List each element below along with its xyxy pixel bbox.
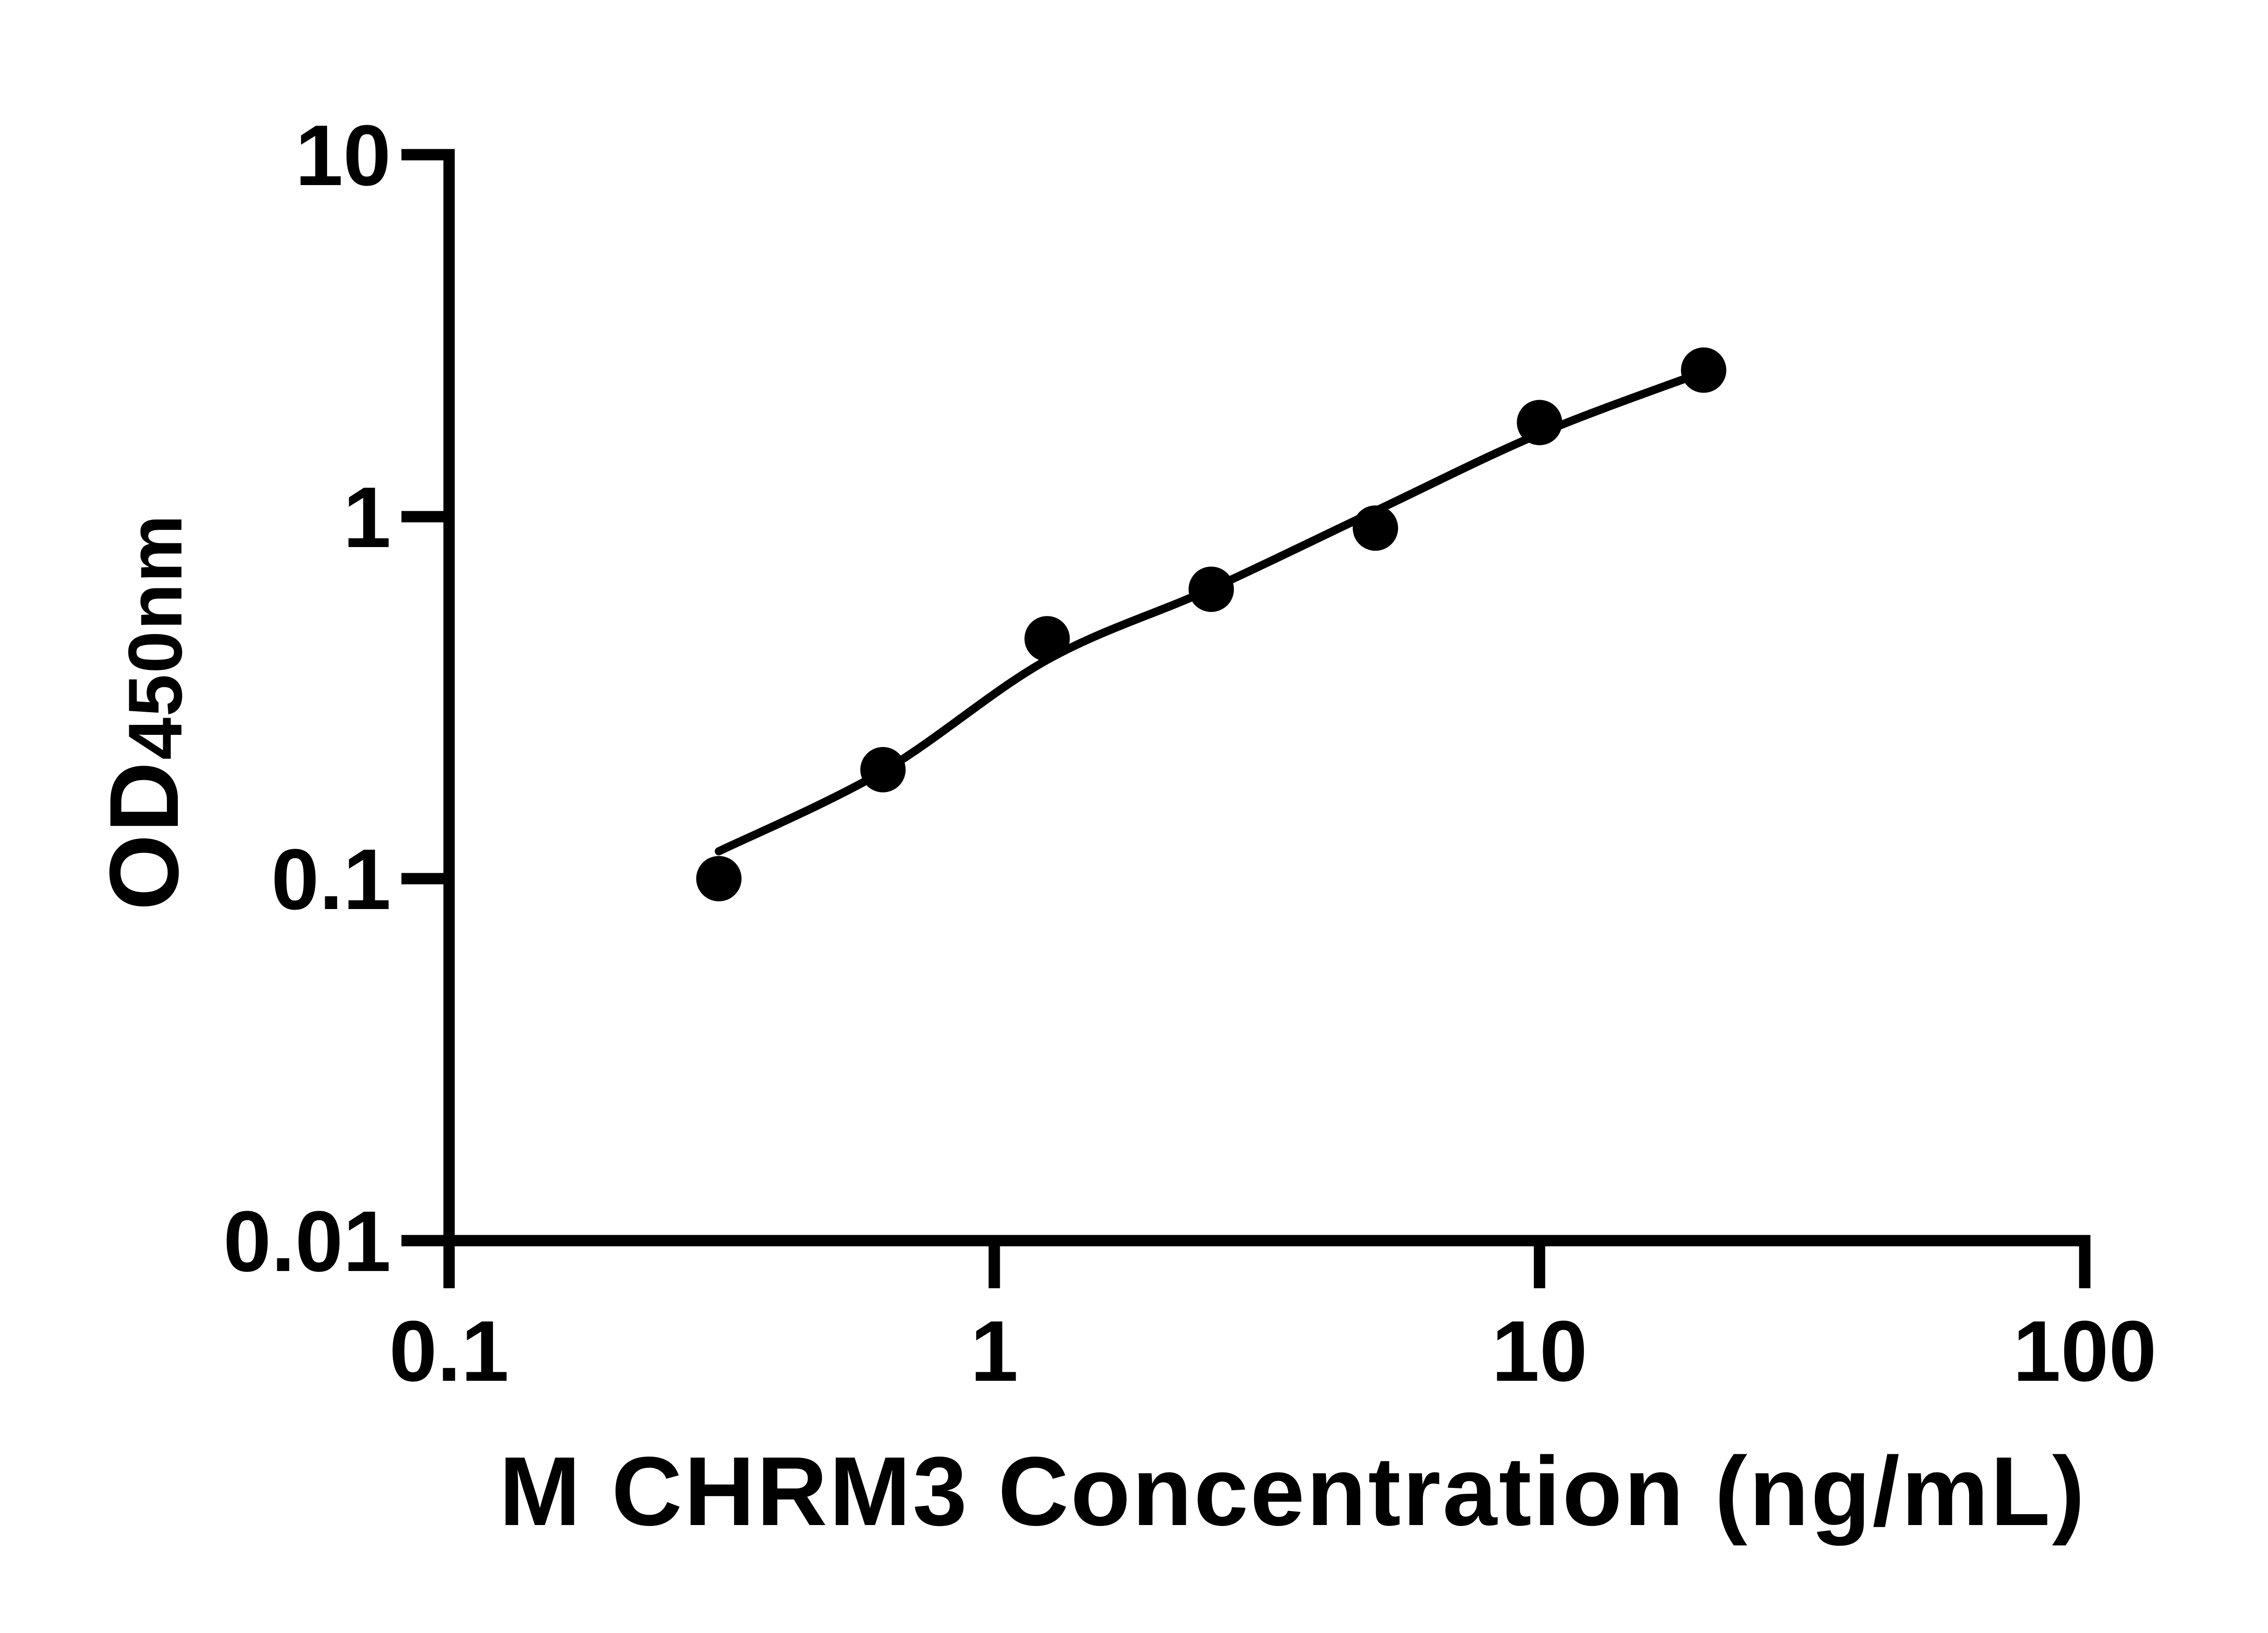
x-axis-title: M CHRM3 Concentration (ng/mL) bbox=[499, 1436, 2087, 1546]
x-tick-label-1: 1 bbox=[970, 1303, 1018, 1399]
x-tick-label-0.1: 0.1 bbox=[389, 1303, 509, 1399]
axes-layer bbox=[401, 149, 2091, 1288]
y-tick-label-1: 1 bbox=[343, 469, 391, 566]
data-point-2.5 bbox=[1188, 567, 1234, 612]
data-point-10 bbox=[1517, 400, 1562, 445]
x-tick-label-100: 100 bbox=[2013, 1303, 2156, 1399]
y-tick-label-0.1: 0.1 bbox=[271, 831, 391, 928]
data-point-0.3125 bbox=[696, 856, 742, 901]
data-point-1.25 bbox=[1024, 616, 1070, 662]
tick-label-layer: 0.01 0.1 1 10 0.1 1 10 100 bbox=[223, 108, 2156, 1399]
y-tick-label-10: 10 bbox=[295, 108, 391, 204]
y-axis-title: OD450nm bbox=[89, 514, 199, 910]
y-axis-title-main: OD bbox=[89, 760, 199, 910]
data-point-20 bbox=[1681, 347, 1726, 393]
data-point-5 bbox=[1353, 505, 1398, 551]
y-axis-title-sub: 450nm bbox=[112, 514, 198, 760]
data-point-0.625 bbox=[860, 747, 906, 792]
series-layer bbox=[696, 347, 1726, 901]
x-tick-label-10: 10 bbox=[1491, 1303, 1587, 1399]
y-tick-label-0.01: 0.01 bbox=[223, 1193, 391, 1290]
